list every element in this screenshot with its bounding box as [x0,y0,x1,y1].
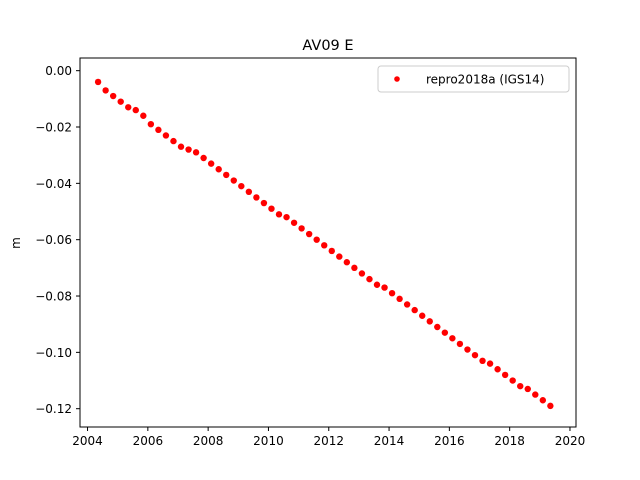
data-point [441,329,449,336]
data-point [200,154,207,162]
plot-area-frame [79,57,577,428]
data-point [388,290,396,297]
data-point [351,264,358,272]
data-point [358,270,366,277]
data-point [215,166,222,173]
data-point [170,137,177,145]
data-point [343,259,351,266]
data-point [336,253,343,260]
data-point [275,211,283,218]
data-point [532,391,539,398]
data-point [456,340,464,348]
data-point [524,385,531,393]
y-tick-label: 0.00 [45,64,72,78]
data-point [517,382,524,390]
data-point [313,236,320,243]
x-tick-label: 2014 [374,434,405,448]
y-tick-label: −0.06 [35,233,72,247]
data-point [411,306,418,314]
data-point [162,132,170,139]
data-point [132,106,139,114]
legend: repro2018a (IGS14) [377,65,570,93]
x-tick-label: 2018 [494,434,525,448]
data-point [373,281,381,288]
data-point [434,323,441,331]
x-tick-label: 2006 [133,434,164,448]
data-point [94,78,102,86]
x-tick-label: 2020 [555,434,586,448]
x-axis: 2004 2006 2008 2010 2012 2014 2016 2018 2020 [72,427,585,448]
data-point [223,171,230,179]
data-point [419,312,426,319]
data-point [283,213,290,221]
data-point [125,104,132,111]
data-point [396,295,403,303]
chart-title: AV09 E [302,38,353,54]
data-point [539,397,547,404]
data-point [494,366,501,373]
legend-box [377,65,570,93]
x-tick-label: 2010 [253,434,284,448]
y-tick-label: −0.12 [35,402,72,416]
x-tick-label: 2008 [193,434,224,448]
legend-marker [394,76,400,82]
data-point [245,188,253,195]
data-point [501,371,509,379]
data-point [547,402,554,410]
data-point [109,92,117,100]
data-point [192,149,200,156]
data-point [328,247,335,255]
data-point [102,87,109,94]
y-axis-label: m [9,237,23,249]
data-point [321,242,328,249]
y-axis: 0.00 −0.02 −0.04 −0.06 −0.08 −0.10 −0.12 [35,64,80,416]
data-point [177,143,185,150]
data-point [185,146,192,153]
data-point [479,357,486,365]
x-tick-label: 2012 [313,434,344,448]
data-point [366,275,373,283]
y-tick-label: −0.08 [35,290,72,304]
data-point [230,177,237,184]
data-point [155,126,162,134]
data-point [381,284,388,291]
data-point [268,205,275,212]
x-tick-label: 2016 [434,434,465,448]
data-point [147,120,155,128]
data-point [298,225,305,232]
data-point [207,160,215,167]
data-point [486,360,494,367]
y-tick-label: −0.02 [35,121,72,135]
data-point [464,346,471,353]
data-point [305,230,313,238]
data-point [426,318,433,325]
data-point [117,98,124,105]
data-point [260,199,268,207]
data-point [471,351,479,359]
data-point [290,219,298,226]
data-point [253,194,260,201]
data-points [94,78,554,410]
x-tick-label: 2004 [72,434,103,448]
data-point [403,301,411,308]
y-tick-label: −0.10 [35,346,72,360]
data-point [140,112,147,119]
legend-label: repro2018a (IGS14) [426,73,544,87]
data-point [238,182,245,190]
y-tick-label: −0.04 [35,177,72,191]
data-point [509,377,516,384]
data-point [449,335,456,342]
